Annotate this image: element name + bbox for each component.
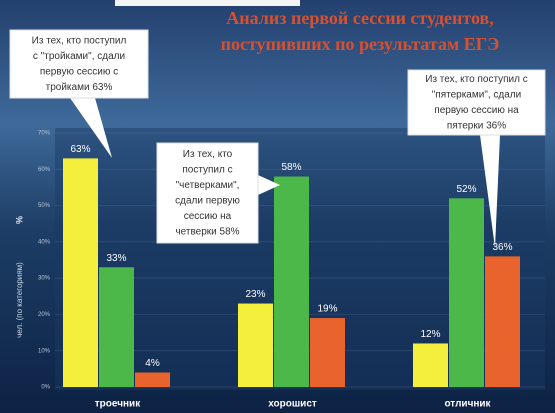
bar bbox=[99, 267, 134, 387]
bar bbox=[238, 303, 273, 387]
y-tick-label: 60% bbox=[38, 167, 51, 173]
value-label: 23% bbox=[245, 289, 265, 300]
x-tick-label: отличник bbox=[444, 399, 491, 410]
y-tick-label: 20% bbox=[38, 312, 51, 318]
y-tick-label: 50% bbox=[38, 203, 51, 209]
top-strip bbox=[115, 0, 300, 6]
value-label: 33% bbox=[106, 253, 126, 264]
value-label: 58% bbox=[281, 162, 301, 173]
callout-text: пятерки 36% bbox=[447, 120, 506, 131]
x-tick-label: троечник bbox=[95, 399, 141, 410]
chart-title: Анализ первой сессии студентов, bbox=[226, 8, 494, 28]
callout-text: "четверками", bbox=[176, 180, 240, 191]
y-axis-title: чел. (по категориям) bbox=[15, 262, 24, 338]
value-label: 52% bbox=[456, 184, 476, 195]
value-label: 36% bbox=[492, 242, 512, 253]
y-tick-label: 70% bbox=[38, 131, 51, 137]
callout-text: сдали первую bbox=[175, 195, 240, 206]
callout-text: "пятерками", сдали bbox=[432, 89, 522, 100]
callout-box bbox=[9, 29, 149, 99]
y-tick-label: 30% bbox=[38, 276, 51, 282]
y-tick-label: 0% bbox=[41, 385, 50, 391]
bar bbox=[310, 318, 345, 387]
callout-text: поступил с bbox=[182, 164, 232, 175]
bar bbox=[449, 198, 484, 387]
bar bbox=[63, 158, 98, 387]
callout-pointer bbox=[480, 135, 500, 248]
callout-text: Из тех, кто поступил bbox=[32, 35, 127, 46]
callout-text: Из тех, кто bbox=[183, 149, 233, 160]
callout-box bbox=[156, 142, 259, 244]
callout-text: тройками 63% bbox=[46, 82, 113, 93]
callout-pointer bbox=[258, 175, 280, 195]
y-tick-label: 10% bbox=[38, 348, 51, 354]
callout-text: четверки 58% bbox=[175, 226, 239, 237]
callout-box bbox=[407, 69, 546, 136]
bar bbox=[274, 176, 309, 387]
callout-text: первую сессию с bbox=[40, 66, 118, 77]
value-label: 4% bbox=[145, 358, 160, 369]
callout-text: с "тройками", сдали bbox=[33, 51, 125, 62]
bar bbox=[135, 372, 170, 387]
callout-text: первую сессию на bbox=[434, 105, 519, 116]
x-tick-label: хорошист bbox=[268, 399, 317, 410]
callout-text: Из тех, кто поступил с bbox=[425, 74, 528, 85]
bar bbox=[413, 343, 448, 387]
value-label: 12% bbox=[420, 329, 440, 340]
bar bbox=[485, 256, 520, 387]
callout-text: сессию на bbox=[184, 211, 232, 222]
y-axis-title: % bbox=[14, 216, 24, 224]
value-label: 63% bbox=[70, 144, 90, 155]
chart-title: поступивших по результатам ЕГЭ bbox=[221, 34, 500, 54]
y-tick-label: 40% bbox=[38, 239, 51, 245]
callout-pointer bbox=[70, 98, 112, 158]
value-label: 19% bbox=[317, 304, 337, 315]
